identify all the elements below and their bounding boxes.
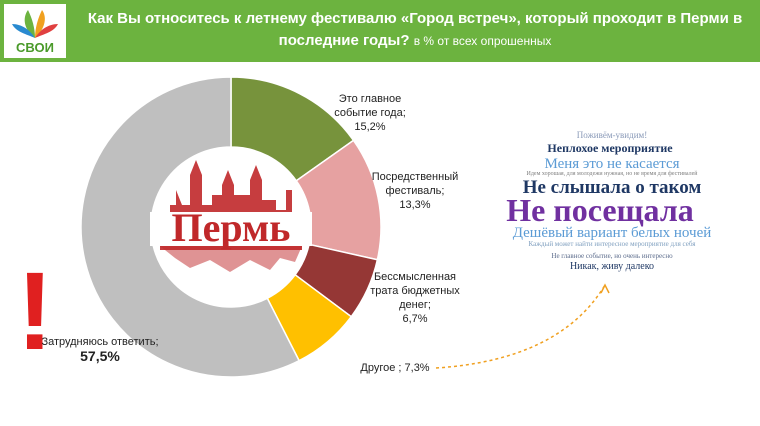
- data-label: Затрудняюсь ответить; 57,5%: [40, 335, 160, 363]
- value-label: 6,7%: [402, 313, 428, 325]
- skyline-band: [150, 212, 312, 246]
- category-label: Затрудняюсь ответить;: [41, 336, 159, 348]
- category-label: Посредственный фестиваль;: [371, 171, 459, 197]
- category-label: Бессмысленная трата бюджетных денег;: [370, 271, 460, 311]
- title-block: Как Вы относитесь к летнему фестивалю «Г…: [80, 8, 750, 52]
- logo-icon: [12, 10, 58, 38]
- word-cloud-item: Не посещала: [506, 192, 694, 228]
- arrow: [435, 284, 606, 369]
- category-label: Это главное событие года;: [334, 93, 406, 119]
- center-label: Пермь: [172, 205, 291, 250]
- data-label: Посредственный фестиваль; 13,3%: [360, 170, 470, 212]
- exclamation-icon: !: [17, 250, 54, 373]
- value-label: 7,3%: [404, 362, 430, 374]
- word-cloud-item: Меня это не касается: [544, 156, 680, 172]
- word-cloud-item: Идем хорошая, для молодежи нужная, но не…: [526, 171, 698, 177]
- data-label: Другое ; 7,3%: [345, 361, 445, 375]
- category-label: Другое ;: [360, 362, 402, 374]
- arrow-head: [600, 283, 610, 294]
- chart-title: Как Вы относитесь к летнему фестивалю «Г…: [87, 10, 743, 49]
- value-label: 57,5%: [80, 348, 120, 364]
- data-label: Бессмысленная трата бюджетных денег; 6,7%: [365, 270, 465, 326]
- word-cloud-item: Не слышала о таком: [522, 177, 702, 198]
- logo-text: СВОИ: [16, 40, 54, 55]
- data-label: Это главное событие года; 15,2%: [318, 92, 422, 134]
- value-label: 13,3%: [399, 199, 431, 211]
- word-cloud-item: Никак, живу далеко: [569, 261, 655, 272]
- word-cloud-item: Дешёвый вариант белых ночей: [512, 225, 712, 241]
- word-cloud-item: Не главное событие, но очень интересно: [551, 252, 673, 260]
- word-cloud-item: Каждый может найти интересное мероприяти…: [528, 240, 696, 248]
- donut-segment: [80, 76, 301, 378]
- header: [0, 0, 760, 62]
- word-cloud-item: Поживём-увидим!: [576, 130, 648, 140]
- value-label: 15,2%: [354, 121, 386, 133]
- word-cloud-item: Неплохое мероприятие: [547, 141, 673, 155]
- skyline-reflection: [160, 246, 302, 272]
- chart-subtitle: в % от всех опрошенных: [413, 34, 552, 48]
- logo: СВОИ: [4, 4, 66, 58]
